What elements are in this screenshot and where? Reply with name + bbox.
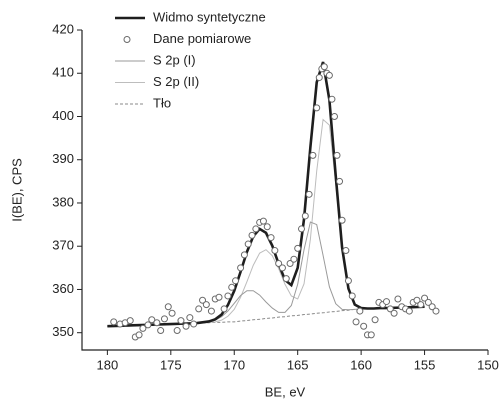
- y-tick-label: 410: [52, 65, 74, 80]
- legend-marker: [123, 36, 131, 43]
- data-point: [338, 216, 346, 224]
- data-point: [297, 225, 305, 233]
- data-point: [202, 301, 210, 309]
- data-point: [215, 293, 223, 301]
- data-point: [148, 316, 156, 324]
- data-point: [290, 255, 298, 263]
- data-point: [195, 305, 203, 313]
- data-point: [252, 225, 260, 233]
- data-point: [328, 95, 336, 103]
- y-tick-label: 400: [52, 108, 74, 123]
- x-tick-label: 175: [160, 357, 182, 372]
- data-point: [315, 74, 323, 82]
- series-line: [107, 221, 425, 327]
- data-point: [207, 307, 215, 315]
- x-tick-label: 180: [97, 357, 119, 372]
- data-point: [294, 244, 302, 252]
- data-point: [390, 309, 398, 317]
- x-tick-label: 150: [477, 357, 499, 372]
- data-point: [356, 307, 364, 315]
- data-point: [224, 292, 232, 300]
- x-tick-label: 155: [414, 357, 436, 372]
- data-point: [286, 260, 294, 268]
- y-tick-label: 380: [52, 194, 74, 209]
- data-point: [330, 112, 338, 120]
- data-point: [344, 277, 352, 285]
- data-point: [405, 307, 413, 315]
- data-point: [413, 296, 421, 304]
- y-tick-label: 360: [52, 281, 74, 296]
- data-point: [278, 264, 286, 272]
- legend-label: S 2p (I): [153, 52, 196, 67]
- data-point: [160, 315, 168, 323]
- data-point: [199, 296, 207, 304]
- data-point: [232, 277, 240, 285]
- y-tick-label: 390: [52, 151, 74, 166]
- data-point: [421, 294, 429, 302]
- data-point: [126, 317, 134, 325]
- data-point: [432, 307, 440, 315]
- data-point: [190, 320, 198, 328]
- legend-label: Widmo syntetyczne: [153, 9, 266, 24]
- data-point: [333, 151, 341, 159]
- legend-label: Tło: [153, 95, 171, 110]
- data-point: [248, 231, 256, 239]
- data-point: [228, 283, 236, 291]
- axes: [81, 30, 488, 351]
- data-point: [394, 295, 402, 303]
- data-point: [135, 331, 143, 339]
- data-point: [309, 151, 317, 159]
- data-point: [367, 331, 375, 339]
- data-point: [237, 264, 245, 272]
- data-point: [244, 240, 252, 248]
- data-point: [282, 275, 290, 283]
- data-point: [325, 71, 333, 79]
- data-point: [164, 303, 172, 311]
- data-point: [275, 260, 283, 268]
- data-point: [305, 190, 313, 198]
- data-point: [177, 317, 185, 325]
- data-point: [263, 223, 271, 231]
- data-point: [259, 217, 267, 225]
- data-point: [139, 324, 147, 332]
- data-point: [342, 247, 350, 255]
- data-point: [301, 212, 309, 220]
- x-tick-label: 160: [350, 357, 372, 372]
- data-point: [186, 314, 194, 322]
- data-point: [182, 322, 190, 330]
- data-point: [386, 305, 394, 313]
- legend-label: Dane pomiarowe: [153, 31, 251, 46]
- legend-label: S 2p (II): [153, 74, 199, 89]
- data-point: [360, 322, 368, 330]
- x-tick-label: 170: [223, 357, 245, 372]
- data-point: [424, 298, 432, 306]
- x-axis-label: BE, eV: [265, 384, 306, 399]
- data-point: [168, 309, 176, 317]
- data-point: [371, 316, 379, 324]
- data-point: [153, 319, 161, 327]
- data-point: [320, 63, 328, 71]
- data-point: [271, 247, 279, 255]
- data-point: [157, 327, 165, 335]
- x-tick-label: 165: [287, 357, 309, 372]
- data-point: [313, 104, 321, 112]
- data-point: [173, 327, 181, 335]
- data-point: [220, 305, 228, 313]
- data-point: [240, 251, 248, 259]
- data-point: [144, 321, 152, 329]
- data-point: [267, 234, 275, 242]
- y-tick-label: 350: [52, 324, 74, 339]
- data-point: [110, 318, 118, 326]
- y-axis-label: I(BE), CPS: [9, 158, 24, 222]
- y-tick-label: 420: [52, 21, 74, 36]
- data-point: [428, 303, 436, 311]
- data-point: [417, 301, 425, 309]
- data-point: [352, 318, 360, 326]
- series-line: [107, 61, 425, 328]
- data-point: [383, 298, 390, 306]
- data-point: [336, 177, 344, 185]
- y-tick-label: 370: [52, 238, 74, 253]
- data-point: [348, 292, 356, 300]
